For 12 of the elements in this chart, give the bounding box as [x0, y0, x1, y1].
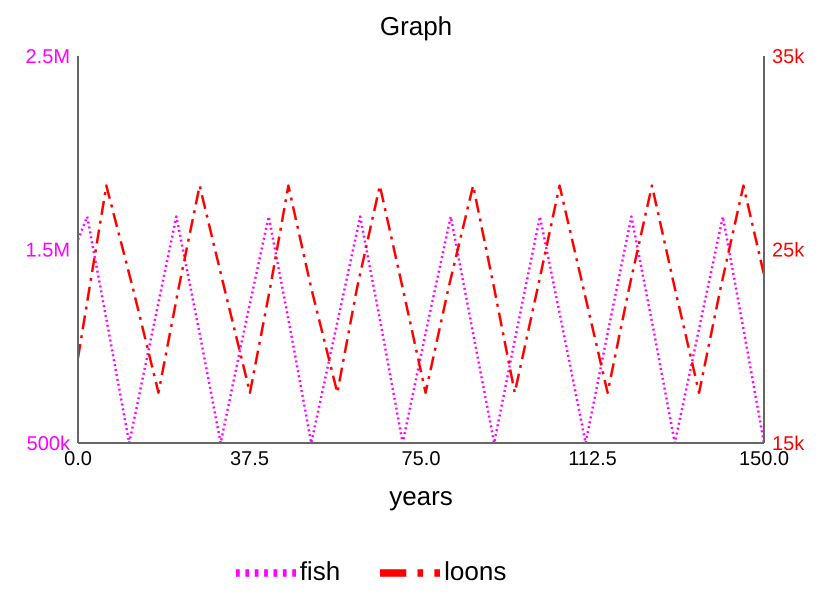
x-tick-label: 112.5 [568, 448, 617, 470]
chart-title: Graph [378, 10, 454, 43]
legend-label: fish [300, 556, 340, 586]
y-tick-label: 2.5M [26, 46, 70, 68]
line-series [78, 184, 764, 394]
x-tick-label: 75.0 [402, 448, 440, 470]
y2-tick-label: 35k [772, 46, 806, 68]
x-axis-title: years [389, 481, 453, 511]
y-tick-label: 1.5M [26, 240, 70, 262]
x-tick-label: 37.5 [230, 448, 269, 470]
legend-label: loons [444, 556, 506, 586]
y2-tick-label: 25k [772, 240, 806, 262]
